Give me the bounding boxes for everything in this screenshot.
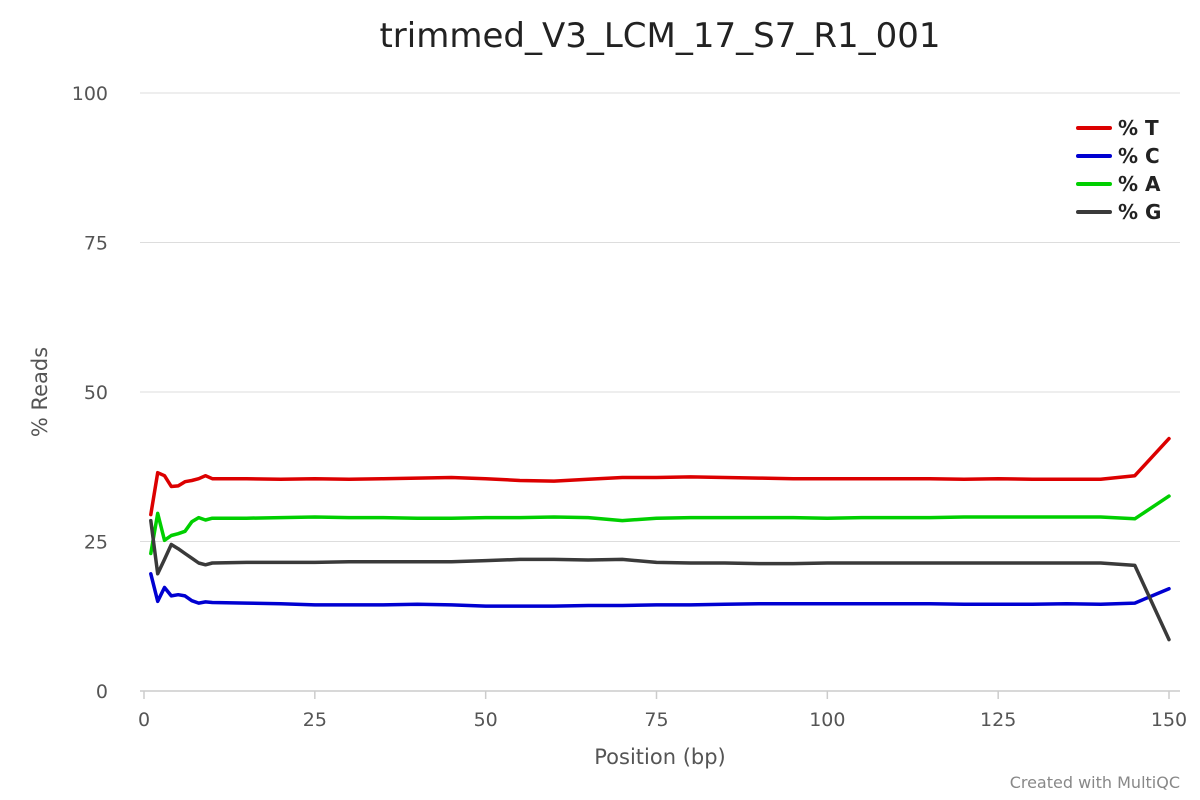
x-tick-label-1: 25 — [303, 709, 327, 731]
gridlines — [140, 92, 1180, 542]
x-tick-label-5: 125 — [980, 709, 1016, 731]
y-tick-label-2: 50 — [84, 382, 108, 404]
x-tick-label-3: 75 — [644, 709, 668, 731]
legend-item-t[interactable]: % T — [1076, 116, 1159, 140]
series-line-t[interactable] — [149, 436, 1171, 517]
chart-title: trimmed_V3_LCM_17_S7_R1_001 — [379, 16, 940, 56]
x-axis-label: Position (bp) — [594, 745, 726, 769]
multiqc-credit[interactable]: Created with MultiQC — [1010, 773, 1180, 792]
x-tick-label-0: 0 — [138, 709, 150, 731]
legend-label-a: % A — [1118, 172, 1161, 196]
series-line-a[interactable] — [149, 494, 1171, 556]
legend-label-c: % C — [1118, 144, 1160, 168]
x-tick-label-4: 100 — [809, 709, 845, 731]
y-axis-ticks: 0 25 50 75 100 — [72, 83, 108, 703]
y-tick-label-0: 0 — [96, 681, 108, 703]
x-tick-label-6: 150 — [1151, 709, 1187, 731]
legend-label-g: % G — [1118, 200, 1161, 224]
series-line-g[interactable] — [149, 518, 1171, 642]
legend-item-c[interactable]: % C — [1076, 144, 1160, 168]
x-tick-label-2: 50 — [474, 709, 498, 731]
legend-item-g[interactable]: % G — [1076, 200, 1161, 224]
y-tick-label-3: 75 — [84, 233, 108, 255]
y-tick-label-1: 25 — [84, 532, 108, 554]
series-lines — [149, 436, 1171, 642]
legend: % T % C % A % G — [1076, 116, 1161, 224]
legend-label-t: % T — [1118, 116, 1159, 140]
y-axis-label: % Reads — [28, 347, 52, 437]
x-axis-ticks: 0 25 50 75 100 125 150 — [138, 691, 1187, 731]
legend-item-a[interactable]: % A — [1076, 172, 1161, 196]
y-tick-label-4: 100 — [72, 83, 108, 105]
series-line-c[interactable] — [149, 572, 1171, 608]
